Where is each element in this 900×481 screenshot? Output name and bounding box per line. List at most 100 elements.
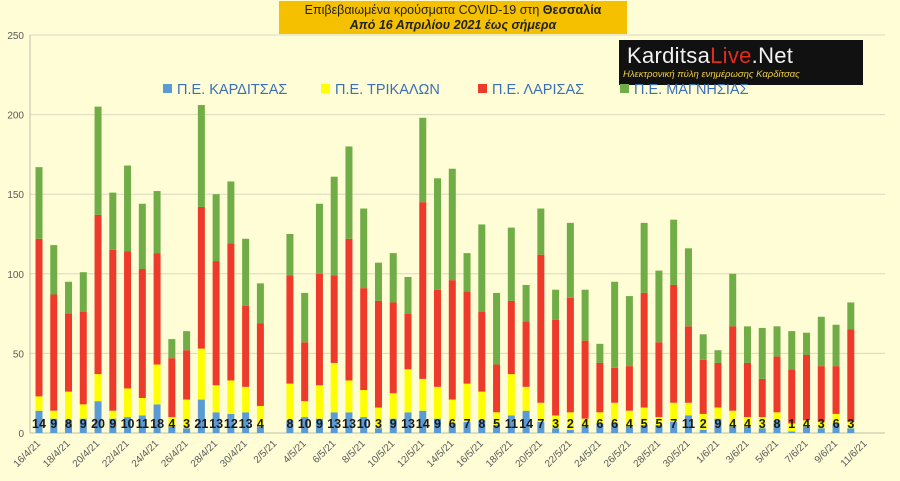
bar-segment-magnisia [641,223,648,293]
legend-swatch-trikala [321,84,330,93]
bar-segment-magnisia [449,169,456,280]
x-tick-label: 22/4/21 [100,438,132,470]
bar-segment-magnisia [700,334,707,359]
bar-segment-larisa [139,269,146,398]
x-tick-label: 22/5/21 [543,438,575,470]
bar-segment-larisa [847,330,854,422]
title-prefix: Επιβεβαιωμένα κρούσματα COVID-19 στη [305,3,540,17]
x-tick-label: 26/5/21 [602,438,634,470]
data-label: 6 [611,417,618,431]
data-label: 8 [774,417,781,431]
bar-segment-magnisia [626,296,633,366]
bar-segment-magnisia [744,326,751,363]
bar-segment-karditsa [788,431,795,433]
data-label: 4 [626,417,633,431]
bar-segment-magnisia [833,325,840,366]
y-tick-label: 50 [13,349,25,360]
x-tick-label: 4/5/21 [281,438,309,466]
bar-segment-magnisia [788,331,795,369]
x-tick-label: 20/4/21 [71,438,103,470]
data-label: 4 [168,417,175,431]
x-tick-label: 11/6/21 [839,438,870,469]
bar-segment-larisa [833,366,840,414]
bar-series [36,105,855,433]
x-tick-label: 28/4/21 [189,438,221,470]
data-label: 10 [121,417,135,431]
data-label: 13 [209,417,223,431]
data-label: 10 [298,417,312,431]
bar-segment-trikala [95,374,102,401]
bar-segment-magnisia [670,220,677,285]
data-label: 4 [582,417,589,431]
bar-segment-magnisia [774,326,781,356]
data-label: 9 [714,417,721,431]
bar-segment-larisa [788,369,795,423]
bar-segment-larisa [257,323,264,406]
data-label: 4 [729,417,736,431]
legend: Π.Ε. ΚΑΡΔΙΤΣΑΣ Π.Ε. ΤΡΙΚΑΛΩΝ Π.Ε. ΛΑΡΙΣΑ… [0,82,900,104]
bar-segment-trikala [154,365,161,405]
bar-segment-magnisia [316,204,323,274]
data-label: 6 [449,417,456,431]
x-tick-label: 28/5/21 [632,438,664,470]
data-label: 12 [224,417,238,431]
data-label: 8 [286,417,293,431]
bar-segment-magnisia [198,105,205,207]
bar-segment-magnisia [331,177,338,276]
bar-segment-trikala [286,384,293,421]
data-label: 14 [416,417,430,431]
x-tick-label: 10/5/21 [366,438,398,470]
bar-segment-magnisia [493,293,500,365]
x-tick-label: 16/5/21 [455,438,487,470]
data-label: 4 [744,417,751,431]
bar-segment-larisa [109,250,116,411]
data-label: 14 [519,417,533,431]
y-tick-label: 150 [7,190,24,201]
bar-segment-magnisia [611,282,618,368]
data-label: 8 [65,417,72,431]
bar-segment-larisa [331,275,338,363]
data-label: 4 [803,417,810,431]
bar-segment-larisa [36,239,43,397]
legend-swatch-karditsa [163,84,172,93]
x-axis-tick-labels: 16/4/2118/4/2120/4/2122/4/2124/4/2126/4/… [12,438,870,470]
bar-segment-magnisia [36,167,43,239]
logo-name-start: Karditsa [627,43,710,68]
bar-segment-magnisia [434,178,441,289]
chart-title: Επιβεβαιωμένα κρούσματα COVID-19 στη Θεσ… [279,1,627,34]
bar-segment-larisa [198,207,205,349]
bar-segment-magnisia [714,350,721,363]
data-label: 13 [327,417,341,431]
data-label: 3 [818,417,825,431]
data-label: 5 [655,417,662,431]
bar-segment-larisa [434,290,441,387]
x-tick-label: 2/5/21 [252,438,280,466]
data-label: 6 [833,417,840,431]
bar-segment-magnisia [803,333,810,355]
data-label: 3 [759,417,766,431]
bar-segment-trikala [419,379,426,411]
bar-segment-larisa [242,306,249,387]
data-label: 14 [32,417,46,431]
bar-segment-larisa [582,341,589,419]
data-label: 18 [150,417,164,431]
bar-segment-larisa [95,215,102,374]
logo-name-highlight: Live [710,43,752,68]
bar-segment-larisa [655,342,662,417]
data-label: 13 [342,417,356,431]
bar-segment-larisa [449,280,456,399]
bar-segment-trikala [36,396,43,410]
data-label: 10 [357,417,371,431]
data-label: 9 [434,417,441,431]
bar-segment-magnisia [124,166,131,252]
bar-segment-trikala [242,387,249,412]
x-tick-label: 16/4/21 [12,438,44,470]
bar-segment-magnisia [419,118,426,202]
x-tick-label: 1/6/21 [695,438,723,466]
bar-segment-larisa [803,355,810,420]
bar-segment-larisa [375,301,382,408]
bar-segment-magnisia [390,253,397,302]
data-label: 8 [478,417,485,431]
x-tick-label: 24/4/21 [130,438,162,470]
bar-segment-magnisia [508,228,515,301]
